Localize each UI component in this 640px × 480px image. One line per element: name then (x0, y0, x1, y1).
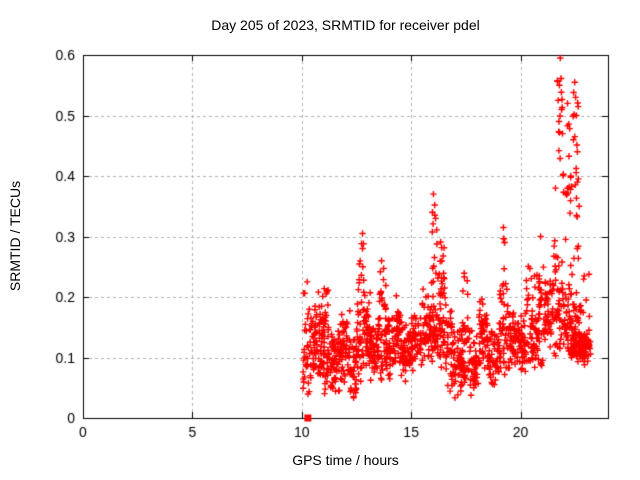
chart-title: Day 205 of 2023, SRMTID for receiver pde… (211, 17, 480, 33)
y-axis-label: SRMTID / TECUs (7, 180, 23, 292)
x-axis-label: GPS time / hours (292, 452, 399, 468)
